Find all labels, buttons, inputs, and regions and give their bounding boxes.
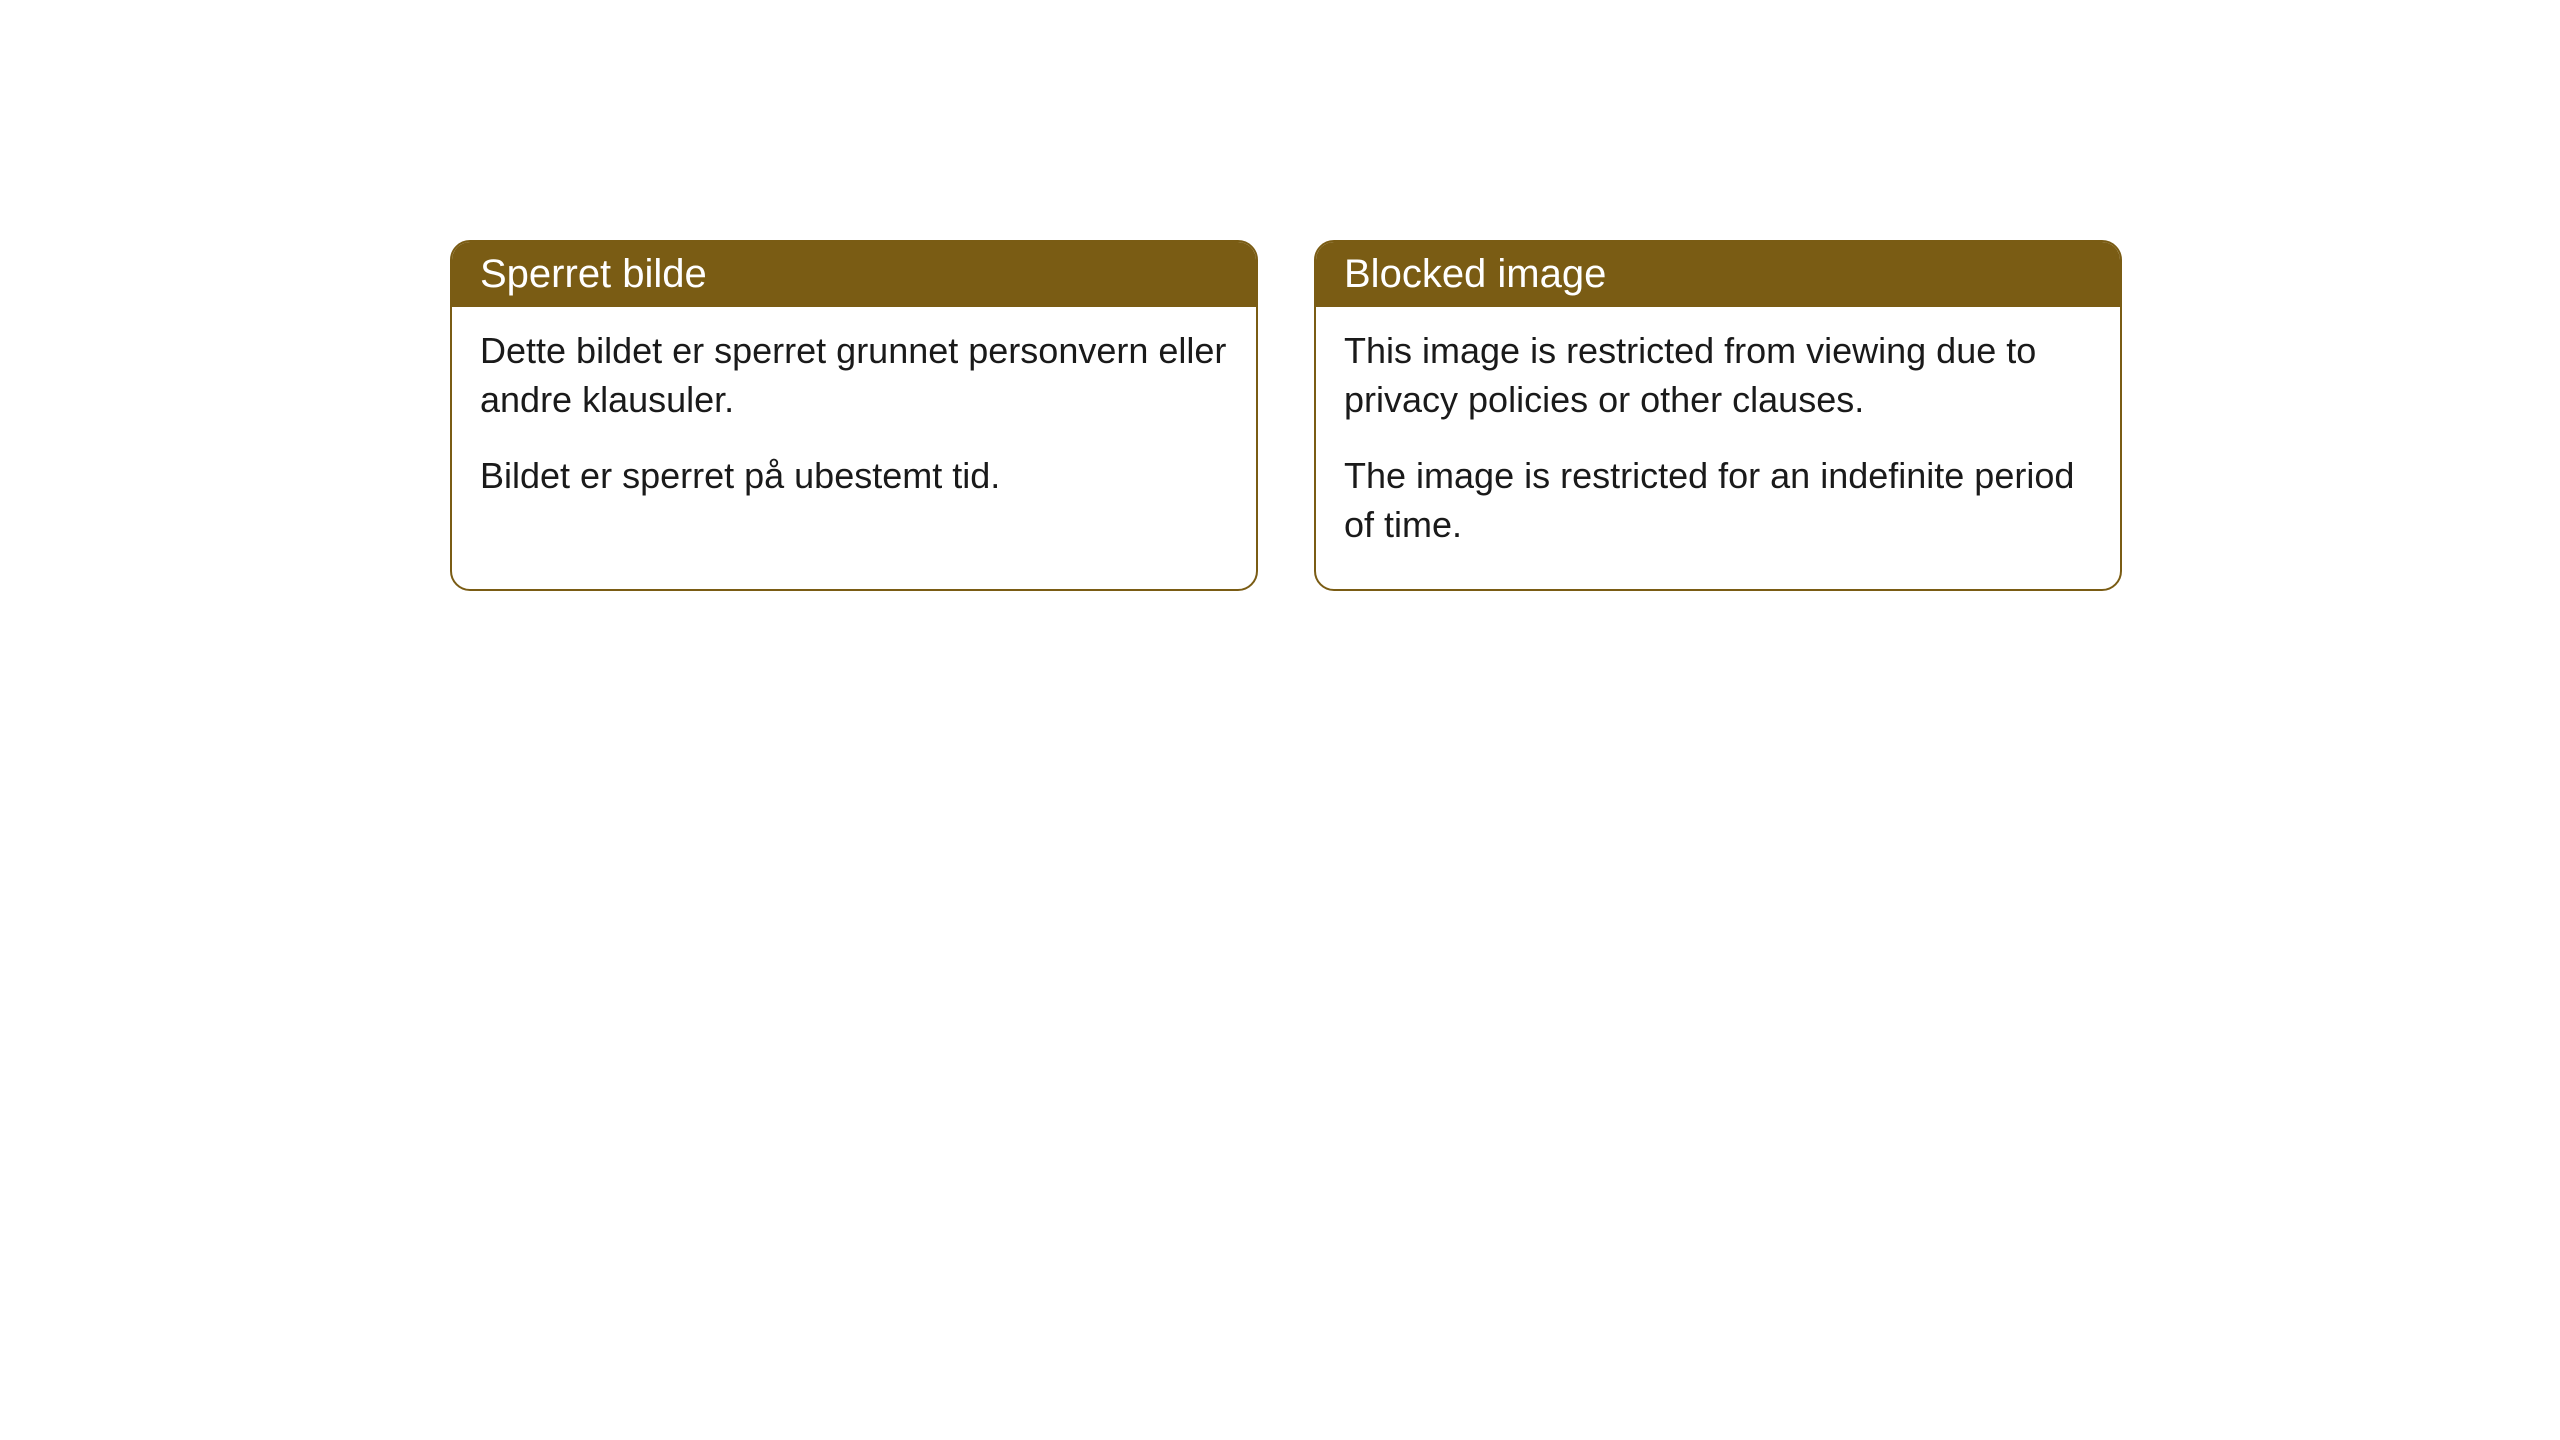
card-title-norwegian: Sperret bilde xyxy=(452,242,1256,307)
card-body-norwegian: Dette bildet er sperret grunnet personve… xyxy=(452,307,1256,541)
blocked-image-card-norwegian: Sperret bilde Dette bildet er sperret gr… xyxy=(450,240,1258,591)
notice-cards-container: Sperret bilde Dette bildet er sperret gr… xyxy=(0,0,2560,591)
blocked-image-card-english: Blocked image This image is restricted f… xyxy=(1314,240,2122,591)
card-body-english: This image is restricted from viewing du… xyxy=(1316,307,2120,589)
card-paragraph-1-norwegian: Dette bildet er sperret grunnet personve… xyxy=(480,327,1228,424)
card-paragraph-2-english: The image is restricted for an indefinit… xyxy=(1344,452,2092,549)
card-title-english: Blocked image xyxy=(1316,242,2120,307)
card-paragraph-2-norwegian: Bildet er sperret på ubestemt tid. xyxy=(480,452,1228,501)
card-paragraph-1-english: This image is restricted from viewing du… xyxy=(1344,327,2092,424)
